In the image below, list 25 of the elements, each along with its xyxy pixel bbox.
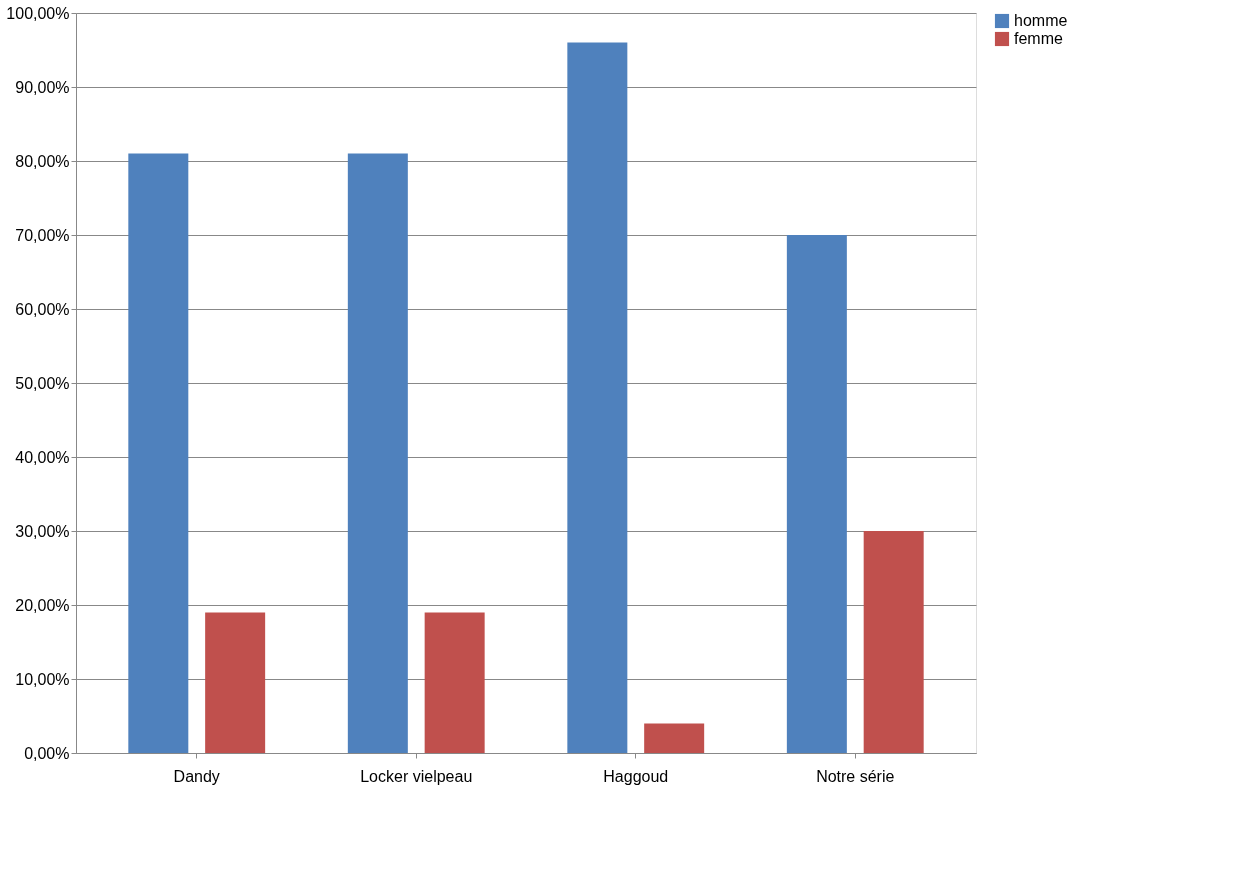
y-tick-label: 20,00% xyxy=(15,596,70,614)
x-tick-label: Locker vielpeau xyxy=(360,767,473,785)
x-tick-label: Notre série xyxy=(816,767,895,785)
bar xyxy=(863,531,924,753)
y-tick-label: 50,00% xyxy=(15,374,70,392)
y-tick-label: 30,00% xyxy=(15,522,70,540)
bar xyxy=(347,153,408,753)
y-tick-label: 100,00% xyxy=(6,4,70,22)
bar xyxy=(128,153,189,753)
y-tick-label: 60,00% xyxy=(15,300,70,318)
y-tick-label: 40,00% xyxy=(15,448,70,466)
legend-label: femme xyxy=(1014,30,1063,47)
bar xyxy=(644,723,705,753)
y-tick-label: 70,00% xyxy=(15,226,70,244)
y-tick-label: 0,00% xyxy=(24,744,70,762)
y-tick-label: 80,00% xyxy=(15,152,70,170)
bar xyxy=(424,612,485,753)
y-tick-label: 90,00% xyxy=(15,78,70,96)
bar xyxy=(205,612,266,753)
y-tick-label: 10,00% xyxy=(15,670,70,688)
legend-label: homme xyxy=(1014,12,1068,29)
x-tick-label: Dandy xyxy=(173,767,220,785)
bar xyxy=(567,42,628,753)
bar xyxy=(786,235,847,753)
x-tick-label: Haggoud xyxy=(603,767,669,785)
